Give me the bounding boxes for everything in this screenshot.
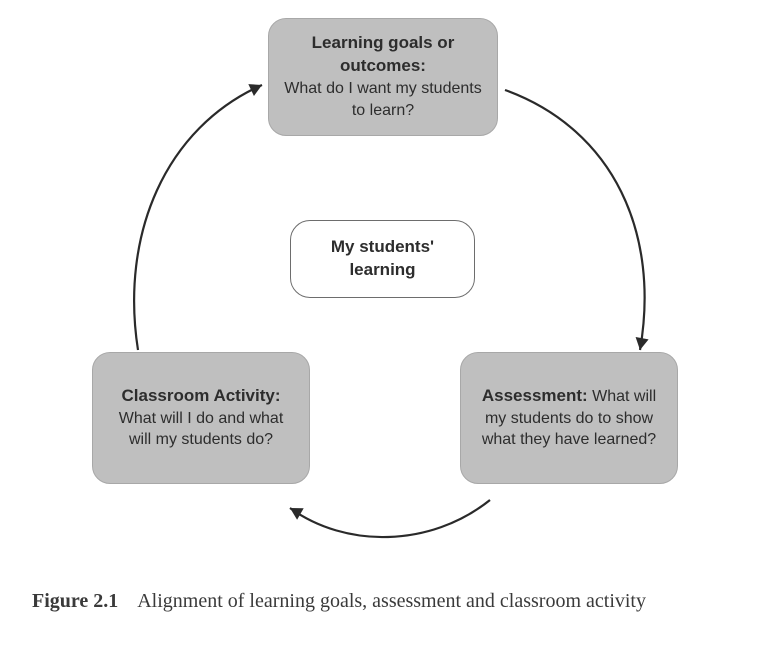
node-title: Learning goals or outcomes: bbox=[312, 33, 455, 75]
node-title: My students' learning bbox=[331, 237, 434, 279]
diagram-canvas: Learning goals or outcomes: What do I wa… bbox=[0, 0, 758, 670]
node-assessment: Assessment: What will my students do to … bbox=[460, 352, 678, 484]
node-learning-goals: Learning goals or outcomes: What do I wa… bbox=[268, 18, 498, 136]
node-classroom-activity: Classroom Activity: What will I do and w… bbox=[92, 352, 310, 484]
node-body: What will I do and what will my students… bbox=[107, 408, 295, 451]
node-title: Assessment: bbox=[482, 386, 588, 405]
node-center: My students' learning bbox=[290, 220, 475, 298]
caption-text: Alignment of learning goals, assessment … bbox=[137, 590, 646, 612]
node-title: Classroom Activity: bbox=[121, 386, 280, 405]
figure-caption: Figure 2.1 Alignment of learning goals, … bbox=[32, 588, 672, 615]
caption-label: Figure 2.1 bbox=[32, 590, 118, 612]
node-body: What do I want my students to learn? bbox=[283, 78, 483, 121]
